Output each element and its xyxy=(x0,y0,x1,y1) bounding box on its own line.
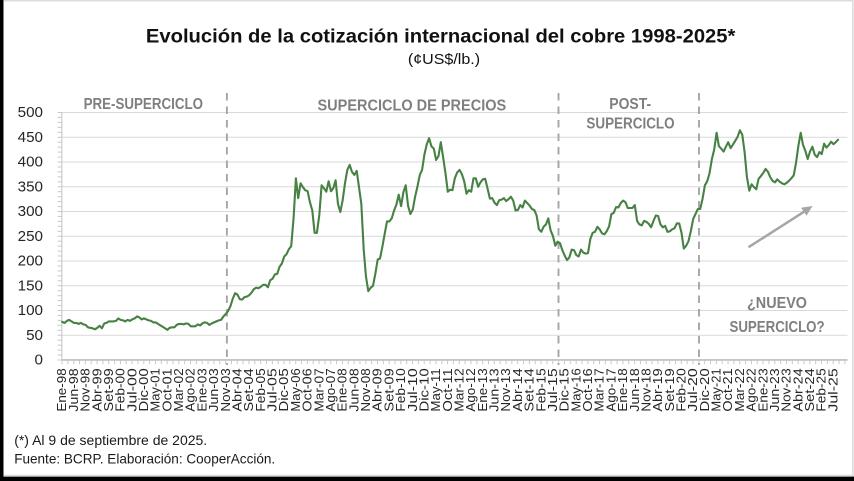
svg-text:0: 0 xyxy=(35,352,43,369)
svg-text:Ago-07: Ago-07 xyxy=(324,368,338,411)
svg-text:Nov-13: Nov-13 xyxy=(499,368,513,411)
svg-text:Jul-10: Jul-10 xyxy=(406,368,420,411)
svg-text:Mar-12: Mar-12 xyxy=(453,368,467,411)
svg-text:Mar-17: Mar-17 xyxy=(593,368,607,411)
svg-text:(¢US$/lb.): (¢US$/lb.) xyxy=(408,51,480,68)
svg-text:Feb-20: Feb-20 xyxy=(675,368,689,411)
svg-text:¿NUEVO: ¿NUEVO xyxy=(747,295,807,312)
svg-text:450: 450 xyxy=(18,129,43,146)
svg-text:Ago-12: Ago-12 xyxy=(464,368,478,411)
svg-text:Set-14: Set-14 xyxy=(523,368,537,411)
svg-text:Mar-22: Mar-22 xyxy=(733,368,747,411)
svg-text:Set-04: Set-04 xyxy=(242,368,256,411)
svg-text:350: 350 xyxy=(18,178,43,195)
svg-text:Ene-08: Ene-08 xyxy=(336,368,350,411)
svg-text:500: 500 xyxy=(18,104,43,121)
svg-text:PRE-SUPERCICLO: PRE-SUPERCICLO xyxy=(84,96,203,113)
svg-text:Abr-14: Abr-14 xyxy=(511,368,525,411)
svg-text:Abr-04: Abr-04 xyxy=(231,368,245,411)
svg-text:Nov-08: Nov-08 xyxy=(359,368,373,411)
svg-text:May-11: May-11 xyxy=(429,368,443,411)
svg-text:Abr-24: Abr-24 xyxy=(791,368,805,411)
svg-text:Mar-02: Mar-02 xyxy=(172,368,186,411)
svg-text:Nov-98: Nov-98 xyxy=(79,368,93,411)
svg-text:Jun-08: Jun-08 xyxy=(347,368,361,411)
svg-text:Dic-05: Dic-05 xyxy=(277,368,291,411)
svg-text:Dic-20: Dic-20 xyxy=(698,368,712,411)
svg-text:Ene-23: Ene-23 xyxy=(756,368,770,411)
svg-text:Evolución de la cotización int: Evolución de la cotización internacional… xyxy=(146,27,736,48)
svg-text:POST-: POST- xyxy=(609,96,651,113)
svg-text:Oct-01: Oct-01 xyxy=(160,368,174,411)
svg-text:300: 300 xyxy=(18,203,43,220)
svg-text:Jul-00: Jul-00 xyxy=(125,368,139,411)
svg-text:SUPERCICLO: SUPERCICLO xyxy=(586,115,674,132)
svg-text:150: 150 xyxy=(18,277,43,294)
svg-text:Dic-15: Dic-15 xyxy=(558,368,572,411)
svg-text:Nov-23: Nov-23 xyxy=(780,368,794,411)
svg-text:Abr-09: Abr-09 xyxy=(371,368,385,411)
svg-text:Nov-03: Nov-03 xyxy=(219,368,233,411)
svg-text:Jul-25: Jul-25 xyxy=(826,368,840,411)
svg-text:Ago-17: Ago-17 xyxy=(604,368,618,411)
svg-text:100: 100 xyxy=(18,302,43,319)
svg-text:Ene-98: Ene-98 xyxy=(55,368,69,411)
svg-text:Jun-98: Jun-98 xyxy=(67,368,81,411)
svg-text:250: 250 xyxy=(18,228,43,245)
svg-text:Set-19: Set-19 xyxy=(663,368,677,411)
svg-text:Ene-13: Ene-13 xyxy=(476,368,490,411)
svg-text:Jul-15: Jul-15 xyxy=(546,368,560,411)
svg-text:Feb-25: Feb-25 xyxy=(815,368,829,411)
svg-text:Jul-20: Jul-20 xyxy=(686,368,700,411)
svg-text:Set-09: Set-09 xyxy=(382,368,396,411)
svg-text:Ene-18: Ene-18 xyxy=(616,368,630,411)
svg-text:Jul-05: Jul-05 xyxy=(266,368,280,411)
svg-text:Oct-11: Oct-11 xyxy=(441,368,455,411)
svg-text:400: 400 xyxy=(18,154,43,171)
svg-text:Set-24: Set-24 xyxy=(803,368,817,411)
svg-text:Jun-03: Jun-03 xyxy=(207,368,221,411)
svg-text:Fuente: BCRP. Elaboración: Coo: Fuente: BCRP. Elaboración: CooperAcción. xyxy=(14,451,275,467)
svg-text:May-01: May-01 xyxy=(149,368,163,411)
svg-text:50: 50 xyxy=(26,327,43,344)
svg-text:Ene-03: Ene-03 xyxy=(195,368,209,411)
svg-text:SUPERCICLO DE PRECIOS: SUPERCICLO DE PRECIOS xyxy=(318,98,507,115)
svg-text:Dic-10: Dic-10 xyxy=(417,368,431,411)
svg-text:Oct-21: Oct-21 xyxy=(721,368,735,411)
svg-text:Dic-00: Dic-00 xyxy=(137,368,151,411)
svg-text:Feb-15: Feb-15 xyxy=(534,368,548,411)
svg-text:Ago-22: Ago-22 xyxy=(745,368,759,411)
svg-text:Abr-99: Abr-99 xyxy=(90,368,104,411)
svg-text:Oct-06: Oct-06 xyxy=(301,368,315,411)
svg-text:Feb-05: Feb-05 xyxy=(254,368,268,411)
svg-text:Abr-19: Abr-19 xyxy=(651,368,665,411)
svg-text:May-16: May-16 xyxy=(569,368,583,411)
svg-text:Mar-07: Mar-07 xyxy=(312,368,326,411)
svg-text:Oct-16: Oct-16 xyxy=(581,368,595,411)
svg-text:Nov-18: Nov-18 xyxy=(640,368,654,411)
svg-text:Jun-18: Jun-18 xyxy=(628,368,642,411)
svg-text:(*) Al 9 de septiembre de 2025: (*) Al 9 de septiembre de 2025. xyxy=(14,432,207,448)
svg-text:200: 200 xyxy=(18,253,43,270)
svg-text:May-21: May-21 xyxy=(710,368,724,411)
svg-text:Set-99: Set-99 xyxy=(102,368,116,411)
svg-text:Jun-23: Jun-23 xyxy=(768,368,782,411)
svg-text:May-06: May-06 xyxy=(289,368,303,411)
svg-text:Feb-10: Feb-10 xyxy=(394,368,408,411)
svg-text:Ago-02: Ago-02 xyxy=(184,368,198,411)
svg-text:Feb-00: Feb-00 xyxy=(114,368,128,411)
svg-text:Jun-13: Jun-13 xyxy=(488,368,502,411)
svg-text:SUPERCICLO?: SUPERCICLO? xyxy=(730,319,825,336)
